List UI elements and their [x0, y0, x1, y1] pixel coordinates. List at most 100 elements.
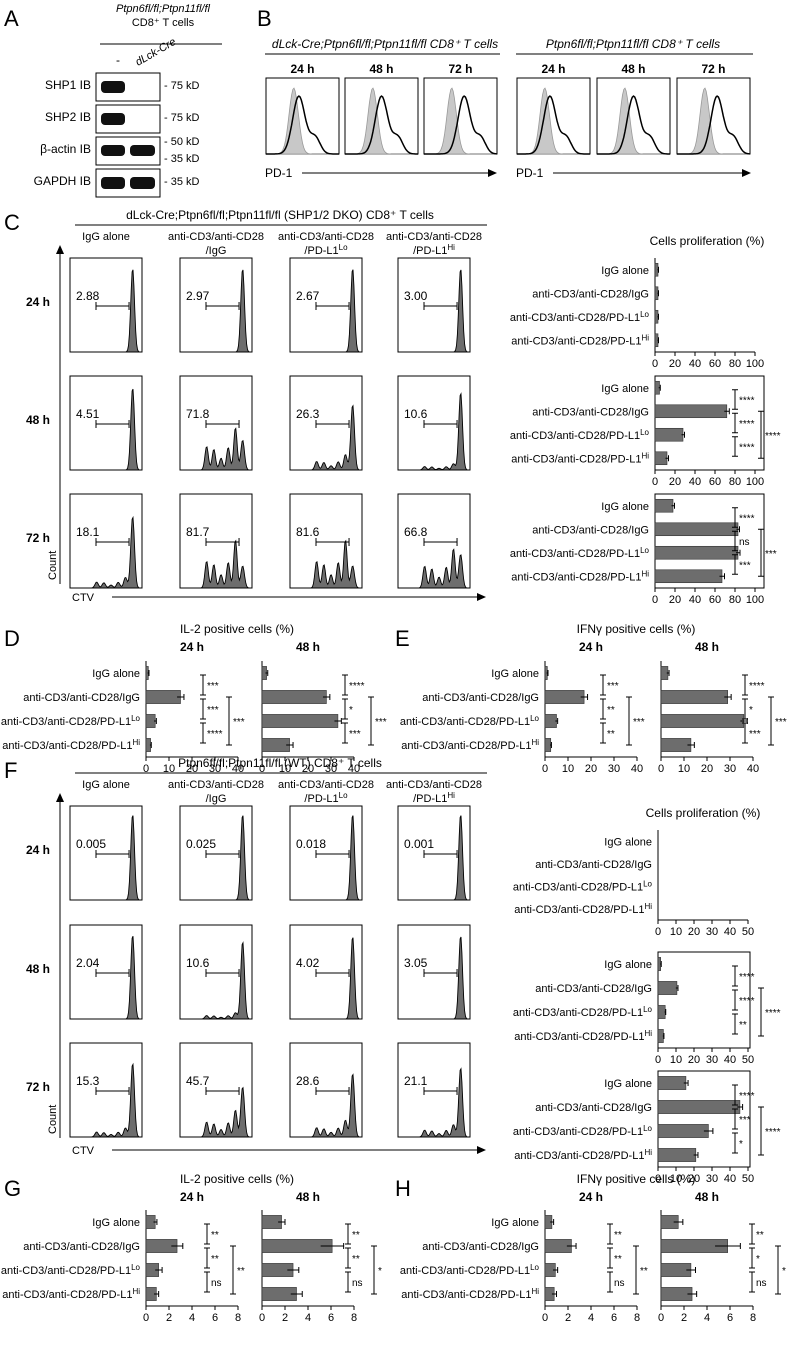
marker-shp1: - 75 kD — [164, 80, 200, 92]
pd1-stain-histogram — [597, 95, 670, 155]
pd1-stain-histogram — [266, 95, 339, 155]
pd1-time-label: 72 h — [448, 62, 472, 76]
sig-label: *** — [233, 717, 245, 728]
sig-label: *** — [749, 729, 761, 740]
bar-tick-label: 100 — [746, 594, 764, 606]
ctv-histogram — [290, 815, 362, 901]
sig-label: *** — [633, 717, 645, 728]
condition-header: anti-CD3/anti-CD28 — [168, 231, 264, 243]
sig-label: **** — [349, 681, 365, 692]
time-label: 72 h — [26, 531, 50, 545]
condition-header: IgG alone — [82, 231, 130, 243]
condition-header: anti-CD3/anti-CD28 — [278, 779, 374, 791]
bar-tick-label: 30 — [608, 763, 620, 775]
category-label: IgG alone — [604, 836, 652, 848]
sig-label: ** — [211, 1230, 219, 1241]
chart-G_il2-b: 0 2 4 6 8 ** ** ns * — [259, 1210, 382, 1324]
category-label: anti-CD3/anti-CD28/PD-L1Lo — [513, 1005, 653, 1020]
bar-tick-label: 8 — [634, 1312, 640, 1324]
bar-tick-label: 10 — [670, 1173, 682, 1185]
condition-header: /IgG — [206, 245, 227, 257]
bar — [261, 738, 290, 752]
bar-tick-label: 8 — [235, 1312, 241, 1324]
bar-frame — [654, 375, 765, 471]
chart-c-prolif: 0 20 40 60 80 100 IgG alone anti-CD3/anti-CD28/… — [510, 493, 777, 606]
bar-tick-label: 0 — [542, 763, 548, 775]
bar — [654, 569, 723, 584]
ctv-histogram-box — [179, 375, 253, 471]
count-axis-label: Count — [47, 551, 59, 580]
bar-tick-label: 0 — [143, 763, 149, 775]
bar-tick-label: 40 — [631, 763, 643, 775]
bar — [544, 690, 585, 704]
chart-title: IFNγ positive cells (%) — [577, 622, 696, 636]
bar — [660, 738, 692, 752]
bar-tick-label: 30 — [724, 763, 736, 775]
bar-tick-label: 6 — [328, 1312, 334, 1324]
sig-label: **** — [749, 681, 765, 692]
count-axis-label: Count — [47, 1105, 59, 1134]
bar-tick-label: 20 — [585, 763, 597, 775]
sig-label: **** — [739, 1091, 755, 1102]
sig-label: **** — [765, 431, 781, 442]
ctv-histogram — [70, 1062, 142, 1138]
ctv-histogram — [398, 815, 470, 901]
bar-tick-label: 30 — [706, 926, 718, 938]
bar-tick-label: 0 — [259, 763, 265, 775]
bar-tick-label: 50 — [742, 1173, 754, 1185]
condition-header: /PD-L1Hi — [413, 791, 455, 806]
bar — [261, 714, 339, 728]
bar-tick-label: 8 — [351, 1312, 357, 1324]
sig-label: ns — [739, 537, 750, 548]
bar-tick-label: 2 — [166, 1312, 172, 1324]
pd1-time-label: 72 h — [701, 62, 725, 76]
time-label: 72 h — [26, 1080, 50, 1094]
gate-value: 2.67 — [296, 289, 320, 303]
category-label: anti-CD3/anti-CD28/IgG — [422, 1241, 539, 1253]
chart-E_ifng-b: 0 10 20 30 40*********** — [658, 661, 787, 775]
time-label: 24 h — [180, 1190, 204, 1204]
marker-actin-35: - 35 kD — [164, 153, 200, 165]
category-label: IgG alone — [92, 668, 140, 680]
bar-tick-label: 2 — [282, 1312, 288, 1324]
panel-label-f: F — [4, 758, 17, 783]
category-label: anti-CD3/anti-CD28/PD-L1Lo — [400, 714, 540, 729]
chart-f-prolif: 0 10 20 30 40 50 IgG alone anti-CD3/anti-CD28/I… — [513, 951, 781, 1066]
condition-header: /IgG — [206, 793, 227, 805]
bar-tick-label: 4 — [189, 1312, 195, 1324]
condition-header: anti-CD3/anti-CD28 — [386, 231, 482, 243]
bar-tick-label: 0 — [259, 1312, 265, 1324]
gate-value: 15.3 — [76, 1074, 100, 1088]
bar — [660, 1287, 693, 1301]
gate-value: 4.51 — [76, 407, 100, 421]
category-label: IgG alone — [92, 1217, 140, 1229]
gate-value: 66.8 — [404, 525, 428, 539]
gate-value: 26.3 — [296, 407, 320, 421]
gate-value: 3.00 — [404, 289, 428, 303]
bar — [657, 1148, 697, 1162]
blot-label-shp2: SHP2 IB — [45, 110, 91, 124]
category-label: IgG alone — [604, 959, 652, 971]
category-label: anti-CD3/anti-CD28/PD-L1Lo — [513, 1124, 653, 1139]
pd1-stain-histogram — [517, 95, 590, 155]
sig-label: * — [378, 1266, 382, 1277]
bar-tick-label: 100 — [746, 358, 764, 370]
panel-a-western-blot: Ptpn6fl/fl;Ptpn11fl/fl CD8⁺ T cells - dL… — [34, 3, 222, 198]
pd1-time-label: 24 h — [541, 62, 565, 76]
bar-tick-label: 8 — [750, 1312, 756, 1324]
sig-label: **** — [765, 1127, 781, 1138]
gate-value: 2.97 — [186, 289, 210, 303]
ctv-histogram-box — [69, 493, 143, 589]
ctv-histogram — [70, 388, 142, 471]
marker-shp2: - 75 kD — [164, 112, 200, 124]
sig-label: ** — [607, 729, 615, 740]
panel-label-e: E — [395, 626, 410, 651]
chart-c-prolif: 0 20 40 60 80 100 IgG alone anti-CD3/anti-CD28/… — [510, 258, 764, 370]
sig-label: **** — [765, 1008, 781, 1019]
category-label: anti-CD3/anti-CD28/PD-L1Hi — [511, 569, 649, 584]
bar — [654, 427, 684, 442]
bar-tick-label: 0 — [655, 1054, 661, 1066]
category-label: anti-CD3/anti-CD28/PD-L1Lo — [400, 1263, 540, 1278]
bar — [657, 1124, 709, 1138]
ctv-histogram — [398, 936, 470, 1020]
